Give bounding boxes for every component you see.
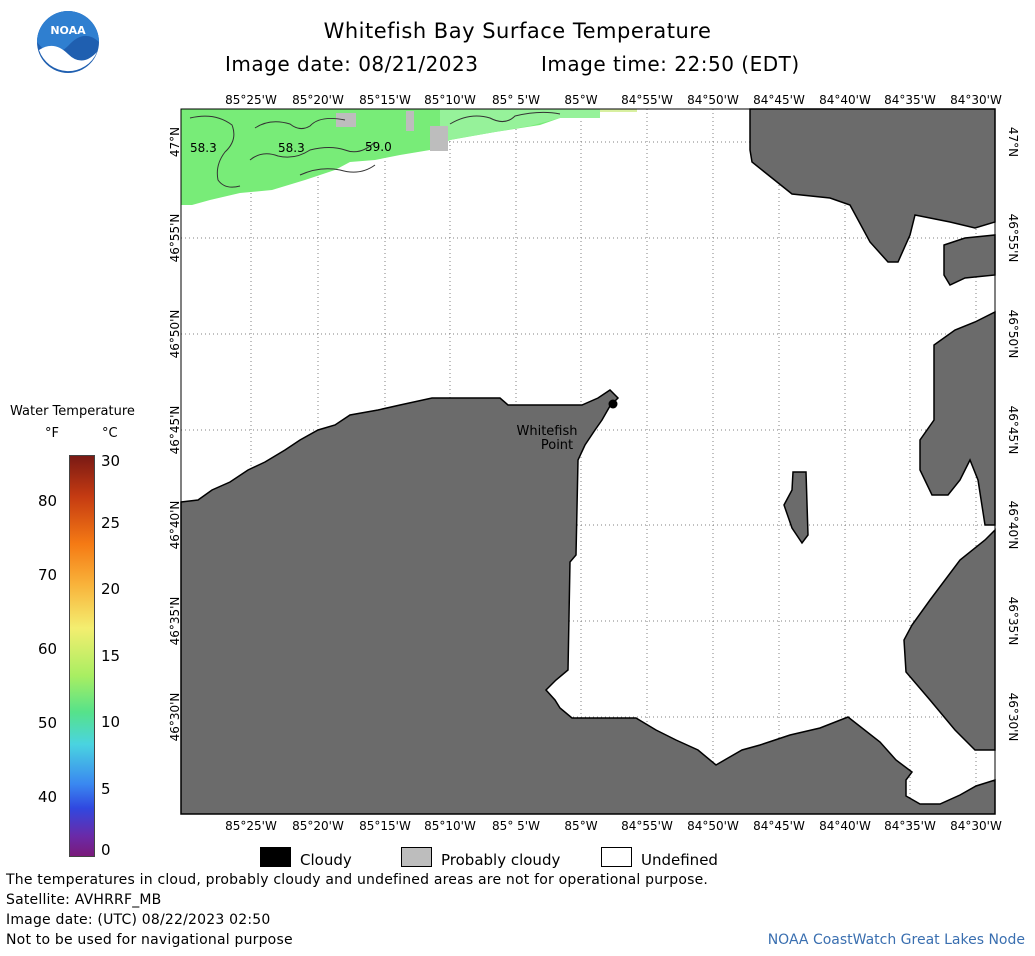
- colorbar-c-tick: 0: [101, 841, 111, 859]
- water-strip: [600, 109, 637, 112]
- lon-label-bottom: 84°35'W: [884, 819, 936, 833]
- probably-cloudy-patch: [406, 111, 414, 131]
- colorbar-c-tick: 20: [101, 580, 121, 598]
- lat-label-left: 46°55'N: [168, 213, 182, 263]
- land-east-lower: [903, 528, 996, 751]
- lon-label-top: 84°45'W: [753, 93, 805, 107]
- whitefish-point-marker: [608, 399, 618, 409]
- lat-label-left: 46°50'N: [168, 309, 182, 359]
- contour-label: 58.3: [190, 141, 217, 155]
- contour-label: 58.3: [278, 141, 305, 155]
- legend-cloudy-swatch: [260, 847, 291, 867]
- lon-label-top: 84°40'W: [819, 93, 871, 107]
- legend-probably-cloudy-swatch: [401, 847, 432, 867]
- lon-label-top: 85°W: [564, 93, 598, 107]
- lon-label-top: 85°10'W: [424, 93, 476, 107]
- probably-cloudy-patch: [336, 113, 356, 127]
- colorbar-unit-f: °F: [45, 426, 59, 441]
- land-upper-peninsula: [180, 389, 996, 815]
- map-frame: [180, 108, 996, 815]
- lat-label-left: 46°40'N: [168, 500, 182, 550]
- lat-label-left: 47°N: [168, 126, 182, 158]
- lon-label-bottom: 84°40'W: [819, 819, 871, 833]
- lon-label-top: 84°50'W: [687, 93, 739, 107]
- lon-label-top: 84°35'W: [884, 93, 936, 107]
- lat-label-right: 47°N: [1006, 126, 1020, 158]
- lat-label-right: 46°30'N: [1006, 692, 1020, 742]
- land-east-middle: [919, 310, 996, 526]
- contour-label: 59.0: [365, 140, 392, 154]
- lat-label-left: 46°45'N: [168, 405, 182, 455]
- footer-utc-date: Image date: (UTC) 08/22/2023 02:50: [6, 912, 271, 928]
- warm-water-region: [181, 109, 600, 205]
- colorbar-f-tick: 40: [38, 788, 58, 806]
- small-island: [783, 471, 809, 545]
- place-label: Whitefish: [516, 424, 577, 439]
- colorbar-f-tick: 70: [38, 566, 58, 584]
- place-label: Point: [541, 438, 573, 453]
- lat-label-right: 46°35'N: [1006, 596, 1020, 646]
- footer-navigation-warning: Not to be used for navigational purpose: [6, 932, 293, 948]
- lon-label-bottom: 85°10'W: [424, 819, 476, 833]
- lon-label-bottom: 84°45'W: [753, 819, 805, 833]
- colorbar-f-tick: 80: [38, 492, 58, 510]
- lat-label-right: 46°45'N: [1006, 405, 1020, 455]
- image-time-label: Image time: 22:50 (EDT): [541, 52, 800, 76]
- lon-label-bottom: 85°25'W: [225, 819, 277, 833]
- lon-label-bottom: 84°55'W: [621, 819, 673, 833]
- legend-undefined-swatch: [601, 847, 632, 867]
- lon-label-top: 85°20'W: [292, 93, 344, 107]
- colorbar-f-tick: 60: [38, 640, 58, 658]
- lon-label-top: 84°55'W: [621, 93, 673, 107]
- lon-label-top: 84°30'W: [950, 93, 1002, 107]
- lon-label-top: 85°15'W: [359, 93, 411, 107]
- legend-undefined-label: Undefined: [641, 851, 718, 869]
- lon-label-bottom: 85°15'W: [359, 819, 411, 833]
- lat-label-right: 46°40'N: [1006, 500, 1020, 550]
- lat-label-right: 46°55'N: [1006, 213, 1020, 263]
- lon-label-bottom: 85°W: [564, 819, 598, 833]
- colorbar-c-tick: 5: [101, 780, 111, 798]
- lon-label-bottom: 85°20'W: [292, 819, 344, 833]
- colorbar-f-tick: 50: [38, 714, 58, 732]
- colorbar-c-tick: 10: [101, 713, 121, 731]
- lat-label-left: 46°35'N: [168, 596, 182, 646]
- svg-text:NOAA: NOAA: [50, 24, 86, 37]
- colorbar-c-tick: 15: [101, 647, 121, 665]
- footer-credit: NOAA CoastWatch Great Lakes Node: [767, 932, 1025, 948]
- lon-label-top: 85° 5'W: [492, 93, 540, 107]
- warm-water-light: [440, 109, 600, 142]
- lat-label-right: 46°50'N: [1006, 309, 1020, 359]
- page-title: Whitefish Bay Surface Temperature: [323, 19, 712, 43]
- land-east-block: [943, 234, 996, 286]
- lon-label-bottom: 84°50'W: [687, 819, 739, 833]
- noaa-logo: NOAA: [36, 10, 100, 74]
- legend-probably-cloudy-label: Probably cloudy: [441, 851, 561, 869]
- legend-cloudy-label: Cloudy: [300, 851, 352, 869]
- footer-satellite: Satellite: AVHRRF_MB: [6, 892, 162, 908]
- lon-label-top: 85°25'W: [225, 93, 277, 107]
- colorbar-c-tick: 30: [101, 452, 121, 470]
- lon-label-bottom: 84°30'W: [950, 819, 1002, 833]
- lat-label-left: 46°30'N: [168, 692, 182, 742]
- colorbar-unit-c: °C: [102, 426, 118, 441]
- colorbar-scale: [69, 455, 95, 857]
- colorbar-title: Water Temperature: [10, 404, 135, 419]
- colorbar-c-tick: 25: [101, 514, 121, 532]
- image-date-label: Image date: 08/21/2023: [225, 52, 479, 76]
- footer-disclaimer: The temperatures in cloud, probably clou…: [6, 872, 709, 888]
- probably-cloudy-patch: [430, 126, 448, 151]
- land-northeast: [749, 108, 996, 263]
- lon-label-bottom: 85° 5'W: [492, 819, 540, 833]
